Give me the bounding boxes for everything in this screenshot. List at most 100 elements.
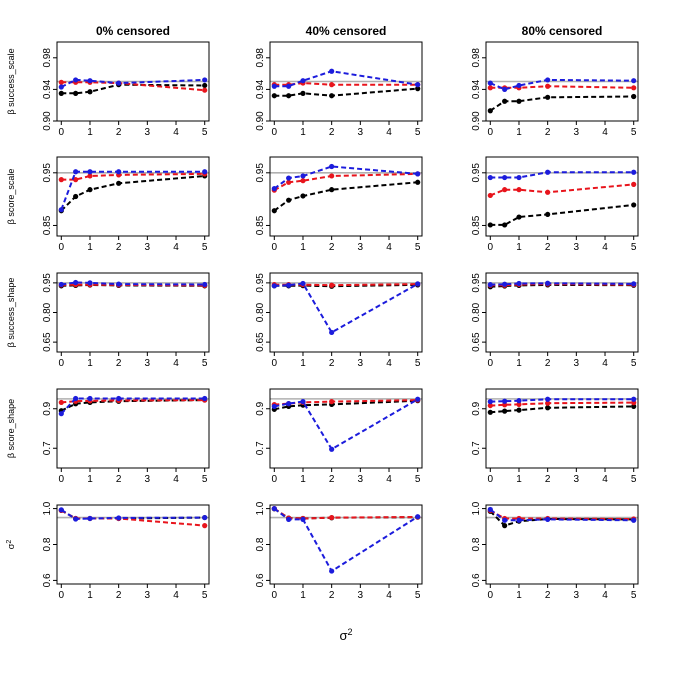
panel-r1-c2-series-blue-point-3 (300, 78, 306, 84)
panel-r2-c1-series-blue-point-4 (116, 169, 122, 175)
panel-r4-c2-xtick-label-5: 5 (415, 474, 421, 485)
panel-r5-c1-xtick-label-5: 5 (202, 590, 208, 601)
row-ylabel-2: β score_scale (6, 169, 16, 225)
panel-r1-c2-series-black-point-1 (271, 93, 277, 99)
panel-r4-c3-series-blue-point-2 (502, 398, 508, 404)
panel-r1-c3-xtick-label-3: 3 (574, 127, 580, 138)
panel-r2-c1-xtick-label-2: 2 (116, 242, 122, 253)
panel-r3-c1-ytick-label-3: 0.95 (42, 273, 53, 293)
panel-r2-c3-ytick-label-2: 0.95 (471, 163, 482, 183)
panel-r3-c1-xtick-label-4: 4 (173, 358, 179, 369)
panel-r1-c3-series-red-point-5 (631, 85, 637, 91)
panel-r1-c3-series-blue-point-5 (631, 78, 637, 84)
panel-r5-c3-series-blue-point-3 (516, 517, 522, 523)
panel-r5-c2-series-blue-point-4 (329, 568, 335, 574)
panel-r5-c2-ytick-label-3: 1.0 (255, 501, 266, 515)
panel-r1-c1-series-blue-point-4 (116, 80, 122, 86)
panel-r2-c1-xtick-label-4: 4 (173, 242, 179, 253)
panel-r4-c2-ytick-label-2: 0.9 (255, 401, 266, 415)
panel-r4-c2-series-blue-point-5 (415, 396, 421, 402)
panel-r2-c1-ytick-label-2: 0.95 (42, 163, 53, 183)
panel-r2-c3-xtick-label-5: 5 (631, 242, 637, 253)
panel-r1-c3-series-black-line (489, 95, 634, 112)
panel-r2-c1-series-blue-point-1 (58, 207, 64, 213)
panel-r1-c3-series-black-point-1 (487, 108, 493, 114)
panel-r2-c3-series-red-line (489, 183, 634, 197)
panel-r4-c2-series-blue-point-4 (329, 446, 335, 452)
panel-r5-c2-series-blue-point-1 (271, 505, 277, 512)
panel-r2-c1-series-blue-line (60, 170, 205, 211)
panel-r2-c2-series-blue-point-1 (271, 186, 277, 192)
panel-r1-c1-series-black-point-5 (202, 82, 208, 89)
panel-r2-c1-series-black-point-3 (87, 187, 93, 193)
panel-r2-c2-ytick-label-2: 0.95 (255, 163, 266, 183)
panel-r2-c1-xtick-label-5: 5 (202, 242, 208, 253)
panel-r3-c1-ytick-label-2: 0.80 (42, 302, 53, 322)
panel-r3-c2-series-blue-point-4 (329, 329, 335, 336)
panel-r1-c3-ytick-label-3: 0.98 (471, 48, 482, 68)
panel-r4-c3-ytick-label-1: 0.7 (471, 441, 482, 455)
panel-r2-c3-xtick-label-2: 2 (545, 242, 551, 253)
panel-r1-c1-series-black-point-2 (73, 90, 79, 96)
panel-r1-c2-ytick-label-1: 0.90 (255, 111, 266, 131)
panel-r3-c1-series-blue-point-2 (73, 279, 79, 286)
panel-r4-c2-xtick-label-2: 2 (329, 474, 335, 485)
panel-r1-c3-xtick-label-0: 0 (488, 127, 494, 138)
panel-r3-c3-ytick-label-2: 0.80 (471, 302, 482, 322)
panel-r5-c1-series-red-point-5 (202, 523, 208, 529)
panel-r3-c2-series-blue-point-1 (271, 283, 277, 289)
panel-r2-c3-series-blue-point-3 (516, 174, 522, 181)
panel-r2-c1-series-red-point-1 (58, 177, 64, 183)
row-ylabel-5: σ2 (6, 540, 17, 550)
panel-r5-c2-xtick-label-5: 5 (415, 590, 421, 601)
panel-r2-c1-series-black-line (60, 175, 205, 212)
panel-r3-c1-series-blue-point-1 (58, 281, 64, 288)
panel-r1-c1-series-blue-point-1 (58, 84, 64, 90)
panel-r5-c3-xtick-label-5: 5 (631, 590, 637, 601)
panel-r5-c1-series-blue-point-5 (202, 514, 208, 521)
panel-r2-c2-xtick-label-5: 5 (415, 242, 421, 253)
panel-r4-c2-xtick-label-1: 1 (300, 474, 306, 485)
panel-r5-c2-series-blue-point-5 (415, 514, 421, 520)
panel-r2-c3-series-blue-point-4 (545, 169, 551, 175)
panel-r2-c1-xtick-label-0: 0 (59, 242, 65, 253)
panel-r4-c3-xtick-label-3: 3 (574, 474, 580, 485)
panel-r5-c3-xtick-label-4: 4 (602, 590, 608, 601)
panel-r4-c3-series-black-point-2 (502, 408, 508, 414)
panel-r1-c2-series-blue-point-1 (271, 83, 277, 89)
panel-r4-c3-series-red-point-2 (502, 402, 508, 408)
panel-r2-c1-series-black-point-4 (116, 180, 122, 186)
panel-r4-c2-series-blue-line (274, 398, 419, 451)
panel-r4-c3-xtick-label-2: 2 (545, 474, 551, 485)
column-title-1: 0% censored (96, 24, 170, 38)
panel-r3-c1-xtick-label-2: 2 (116, 358, 122, 369)
panel-r4-c1-xtick-label-0: 0 (59, 474, 65, 485)
panel-r3-c2-series-red-point-4 (329, 282, 335, 288)
panel-r3-c3-xtick-label-5: 5 (631, 358, 637, 369)
panel-r1-c1-series-blue-point-3 (87, 78, 93, 84)
panel-r1-c3-xtick-label-4: 4 (602, 127, 608, 138)
panel-r5-c2-xtick-label-1: 1 (300, 590, 306, 601)
panel-r4-c1-series-blue-point-4 (116, 395, 122, 402)
panel-r4-c1-xtick-label-4: 4 (173, 474, 179, 485)
panel-r4-c3-series-black-point-4 (545, 405, 551, 411)
panel-r4-c1-series-blue-point-2 (73, 395, 79, 402)
panel-r1-c2-ytick-label-2: 0.94 (255, 79, 266, 99)
panel-r5-c3-series-blue-point-4 (545, 516, 551, 522)
panel-r2-c2-series-black-line (273, 181, 418, 212)
panel-r2-c2-series-black-point-3 (300, 193, 306, 199)
panel-r4-c1-series-blue-point-3 (87, 395, 93, 402)
panel-r2-c1-series-black-point-2 (73, 193, 79, 200)
panel-r3-c3-ytick-label-1: 0.65 (471, 332, 482, 352)
panel-r3-c1-series-blue-point-3 (87, 280, 93, 286)
panel-r1-c2-series-black-point-2 (286, 93, 292, 99)
panel-r5-c1-series-blue-point-3 (87, 515, 93, 522)
panel-r3-c2-series-blue-point-5 (415, 281, 421, 287)
panel-r1-c1-series-black-point-1 (58, 90, 64, 96)
panel-r2-c3-series-red-point-1 (487, 192, 493, 199)
panel-r2-c1-frame (56, 156, 210, 237)
panel-r3-c3-xtick-label-4: 4 (602, 358, 608, 369)
panel-r1-c1-ytick-label-2: 0.94 (42, 79, 53, 99)
panel-r4-c2-xtick-label-4: 4 (386, 474, 392, 485)
